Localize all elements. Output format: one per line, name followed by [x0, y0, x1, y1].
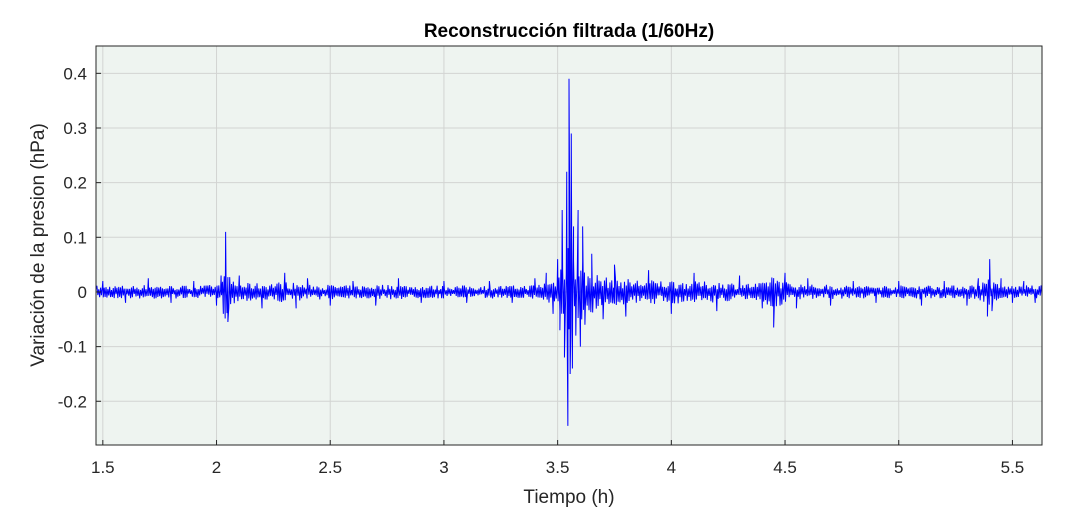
x-tick-label: 3.5 — [546, 458, 570, 477]
series-line — [95, 78, 1043, 426]
y-tick-label: 0 — [78, 283, 87, 302]
x-tick-label: 2 — [212, 458, 221, 477]
x-axis-label: Tiempo (h) — [523, 487, 614, 508]
x-tick-label: 4.5 — [773, 458, 797, 477]
x-tick-label: 3 — [439, 458, 448, 477]
y-tick-label: 0.4 — [63, 64, 87, 83]
x-tick-label: 2.5 — [318, 458, 342, 477]
y-axis: -0.2 -0.1 0 0.1 0.2 0.3 0.4 — [58, 64, 101, 411]
y-axis-label: Variación de la presion (hPa) — [28, 123, 49, 367]
y-tick-label: -0.1 — [58, 338, 87, 357]
y-tick-label: 0.3 — [63, 119, 87, 138]
y-tick-label: 0.2 — [63, 174, 87, 193]
chart-title: Reconstrucción filtrada (1/60Hz) — [424, 21, 714, 42]
y-tick-label: -0.2 — [58, 392, 87, 411]
x-axis: 1.5 2 2.5 3 3.5 4 4.5 5 5.5 — [91, 440, 1024, 477]
y-tick-label: 0.1 — [63, 228, 87, 247]
x-tick-label: 5 — [894, 458, 903, 477]
x-tick-label: 4 — [667, 458, 676, 477]
x-tick-label: 5.5 — [1001, 458, 1025, 477]
plot-frame — [95, 45, 1043, 446]
x-tick-label: 1.5 — [91, 458, 115, 477]
